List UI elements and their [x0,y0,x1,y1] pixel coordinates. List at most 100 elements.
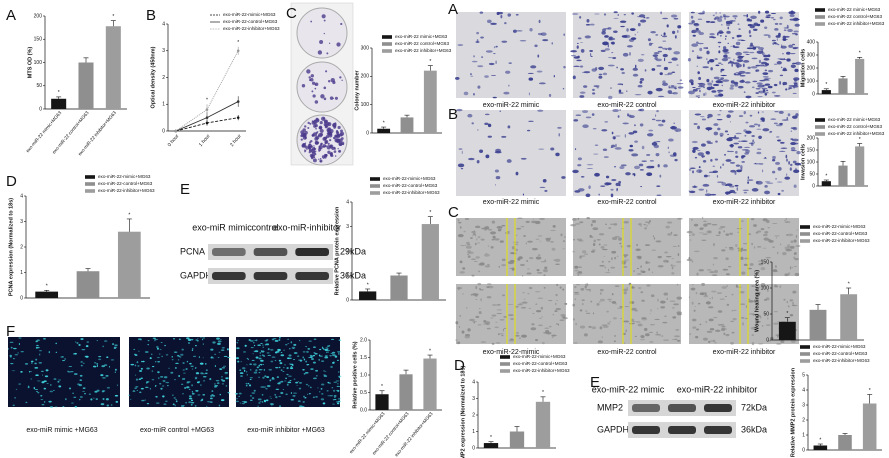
cell [740,140,748,143]
cell [716,175,719,178]
cell [248,339,251,341]
cell [205,362,207,365]
cell [161,385,165,387]
cell [280,369,283,372]
cell [692,88,698,92]
cell [611,179,617,182]
significance: * [869,388,871,394]
cell [115,400,119,403]
significance: * [429,210,431,216]
colony [302,143,306,146]
cell [262,363,264,366]
cell [313,338,317,340]
significance: * [825,82,827,88]
cell [787,233,794,237]
dish [296,7,348,59]
cell [549,237,551,239]
legend-swatch [800,239,810,243]
colony [326,52,329,55]
cell [771,39,776,42]
cell [476,39,479,43]
y-tick-label: 200 [34,13,43,19]
cell [487,123,492,128]
significance: * [542,390,544,396]
colony [322,145,325,148]
colony [336,133,341,139]
cell [585,310,588,312]
cell [459,260,463,264]
point [205,116,209,119]
cell [776,136,780,138]
cell [738,140,742,142]
cell [303,395,305,398]
cell [331,354,336,357]
cell [503,327,507,329]
cell [646,133,654,137]
cell [719,226,726,228]
cell [717,31,724,34]
cell [676,64,679,66]
cell [687,57,691,62]
cell [475,256,480,259]
colony [336,42,341,47]
cell [544,189,548,193]
legend-label: exo-miR-22-control+MG63 [98,181,153,186]
cell [283,349,285,351]
cell [213,385,217,388]
cell [633,270,635,273]
cell [604,35,609,38]
cell [742,322,744,326]
panel-label: E [590,374,600,391]
cell [692,318,697,322]
legend-swatch [85,175,95,179]
panel-label: C [286,5,297,22]
cell [486,327,491,330]
cell [743,263,749,266]
cell [313,377,317,380]
cell [195,339,199,341]
cell [778,32,781,37]
cell [668,151,670,154]
cell [491,342,495,345]
cell [532,312,535,315]
cell [794,23,800,27]
cell [741,79,744,83]
cell [527,240,534,243]
cell [195,372,200,375]
cell [149,388,151,390]
cell [302,368,305,371]
cell [784,221,791,223]
cell [789,245,795,249]
cell [261,393,264,396]
cell [258,402,261,404]
image-caption: exo-miR-22 mimic [483,199,540,206]
cell [209,378,212,381]
cell [779,74,784,77]
cell [41,374,44,376]
significance: * [237,40,239,46]
cell [762,90,766,94]
colony [339,131,345,136]
cell [217,340,222,343]
cell [147,344,150,346]
cell [761,111,765,113]
cell [691,50,694,53]
cell [182,369,185,371]
cell [551,336,554,339]
cell [633,165,641,170]
cell [155,396,158,398]
cell [732,15,738,18]
y-tick-label: 300 [807,52,816,58]
cell [663,292,669,296]
cell [607,27,612,30]
cell [267,347,270,351]
cell [528,92,530,96]
cell [773,95,781,97]
cell [653,52,660,55]
cell [696,41,699,44]
significance: * [112,14,114,20]
y-axis-label: Invasion cells [800,144,806,180]
cell [598,75,603,79]
cell [171,356,173,358]
y-tick-label: 2.0 [360,337,367,343]
